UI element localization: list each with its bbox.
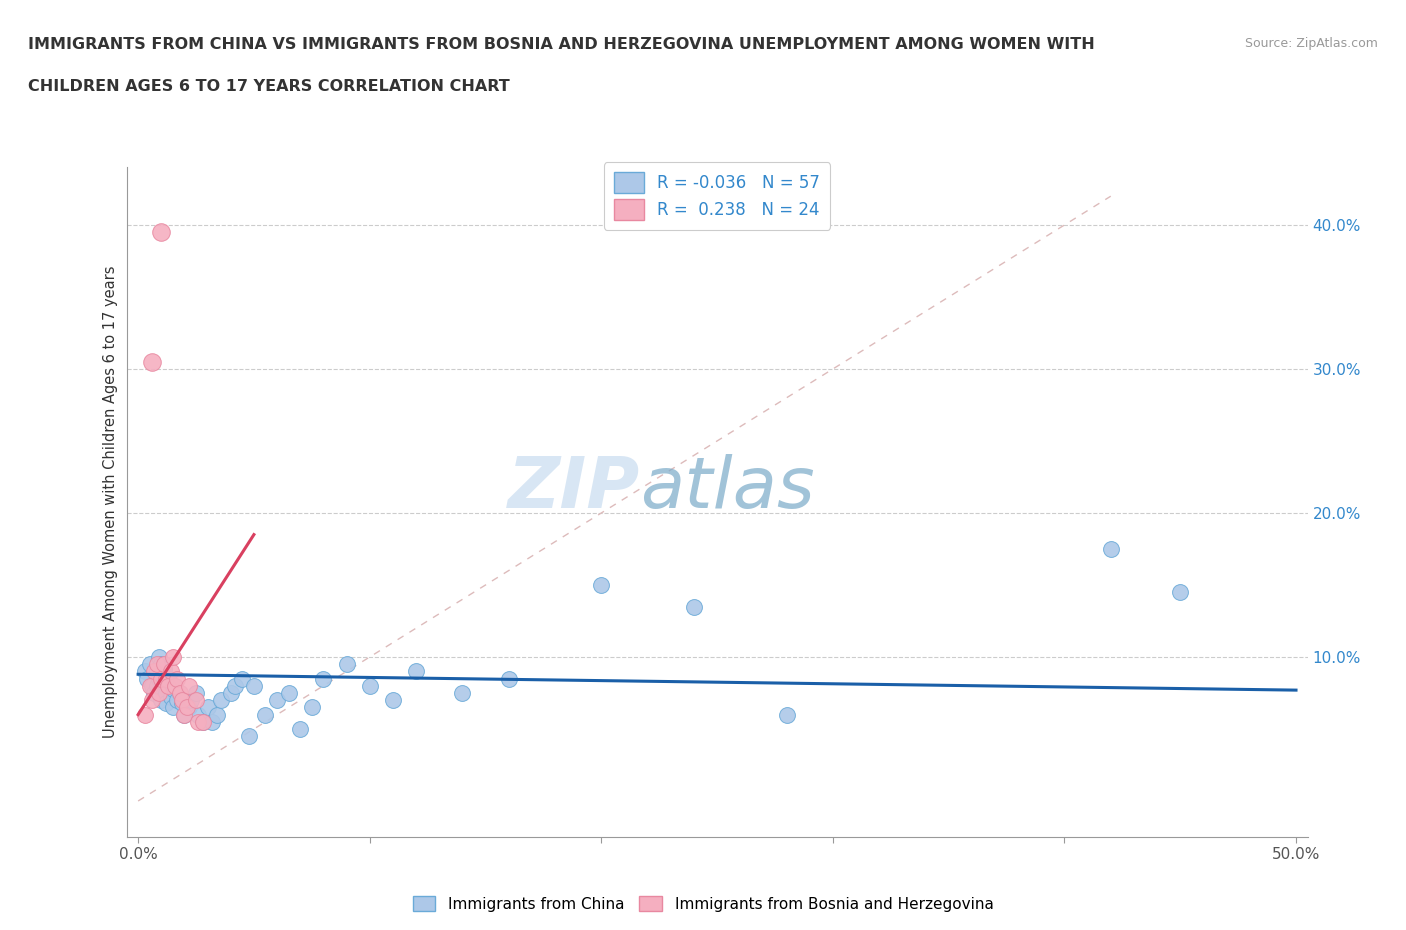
Point [141, 354, 163, 369]
Point [152, 657, 174, 671]
Y-axis label: Unemployment Among Women with Children Ages 6 to 17 years: Unemployment Among Women with Children A… [103, 266, 118, 738]
Point [290, 722, 312, 737]
Point [169, 685, 191, 700]
Point [134, 664, 156, 679]
Point [162, 700, 184, 715]
Point [138, 657, 160, 671]
Point [157, 671, 180, 686]
Point [155, 685, 177, 700]
Point [224, 678, 246, 693]
Point [1168, 585, 1191, 600]
Point [177, 678, 200, 693]
Point [231, 671, 253, 686]
Point [381, 693, 404, 708]
Point [775, 707, 797, 722]
Point [148, 685, 170, 700]
Point [150, 693, 173, 708]
Point [405, 664, 427, 679]
Point [152, 661, 174, 676]
Text: ZIP: ZIP [508, 455, 640, 524]
Point [184, 685, 207, 700]
Point [143, 664, 166, 679]
Point [145, 664, 167, 679]
Point [162, 682, 184, 697]
Point [169, 685, 191, 700]
Point [148, 671, 170, 686]
Point [277, 685, 299, 700]
Point [359, 678, 381, 693]
Point [145, 678, 167, 693]
Point [157, 678, 180, 693]
Point [197, 700, 219, 715]
Point [176, 700, 198, 715]
Point [152, 675, 174, 690]
Point [159, 690, 181, 705]
Point [141, 693, 163, 708]
Point [143, 685, 166, 700]
Point [145, 657, 167, 671]
Point [148, 649, 170, 664]
Point [165, 678, 187, 693]
Point [136, 671, 159, 686]
Point [172, 693, 194, 708]
Point [177, 700, 200, 715]
Point [219, 685, 242, 700]
Point [150, 671, 173, 686]
Point [134, 707, 156, 722]
Point [155, 671, 177, 686]
Point [335, 657, 357, 671]
Point [150, 657, 173, 671]
Point [166, 671, 188, 686]
Text: Source: ZipAtlas.com: Source: ZipAtlas.com [1244, 37, 1378, 50]
Point [173, 707, 195, 722]
Point [138, 678, 160, 693]
Point [191, 714, 214, 729]
Point [301, 700, 323, 715]
Point [166, 693, 188, 708]
Point [498, 671, 520, 686]
Point [1099, 541, 1122, 556]
Point [184, 693, 207, 708]
Point [205, 707, 228, 722]
Legend: R = -0.036   N = 57, R =  0.238   N = 24: R = -0.036 N = 57, R = 0.238 N = 24 [605, 163, 830, 230]
Point [155, 696, 177, 711]
Point [243, 678, 266, 693]
Point [187, 714, 209, 729]
Point [201, 714, 224, 729]
Legend: Immigrants from China, Immigrants from Bosnia and Herzegovina: Immigrants from China, Immigrants from B… [406, 889, 1000, 918]
Point [451, 685, 474, 700]
Text: CHILDREN AGES 6 TO 17 YEARS CORRELATION CHART: CHILDREN AGES 6 TO 17 YEARS CORRELATION … [28, 79, 510, 94]
Point [150, 667, 173, 682]
Point [266, 693, 288, 708]
Point [159, 664, 181, 679]
Point [238, 729, 260, 744]
Point [180, 693, 202, 708]
Point [173, 707, 195, 722]
Point [141, 678, 163, 693]
Point [162, 649, 184, 664]
Point [191, 714, 214, 729]
Point [591, 578, 613, 592]
Point [211, 693, 233, 708]
Point [150, 225, 173, 240]
Text: atlas: atlas [640, 455, 815, 524]
Text: IMMIGRANTS FROM CHINA VS IMMIGRANTS FROM BOSNIA AND HERZEGOVINA UNEMPLOYMENT AMO: IMMIGRANTS FROM CHINA VS IMMIGRANTS FROM… [28, 37, 1095, 52]
Point [172, 696, 194, 711]
Point [165, 678, 187, 693]
Point [254, 707, 277, 722]
Point [683, 599, 706, 614]
Point [187, 707, 209, 722]
Point [312, 671, 335, 686]
Point [150, 682, 173, 697]
